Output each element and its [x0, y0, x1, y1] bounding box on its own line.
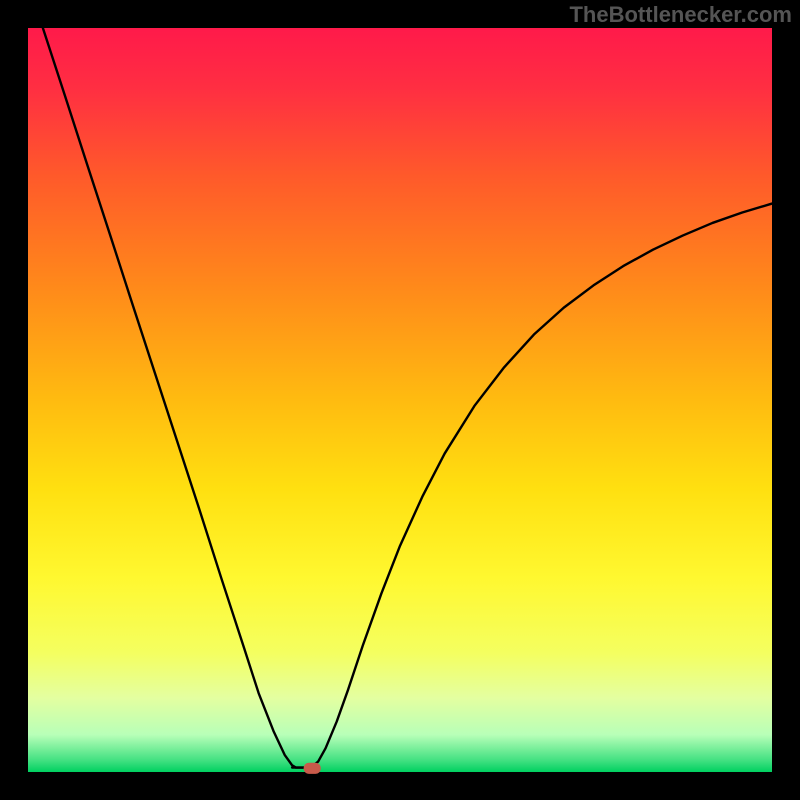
bottleneck-chart: TheBottlenecker.com — [0, 0, 800, 800]
chart-svg — [0, 0, 800, 800]
watermark-label: TheBottlenecker.com — [569, 2, 792, 28]
